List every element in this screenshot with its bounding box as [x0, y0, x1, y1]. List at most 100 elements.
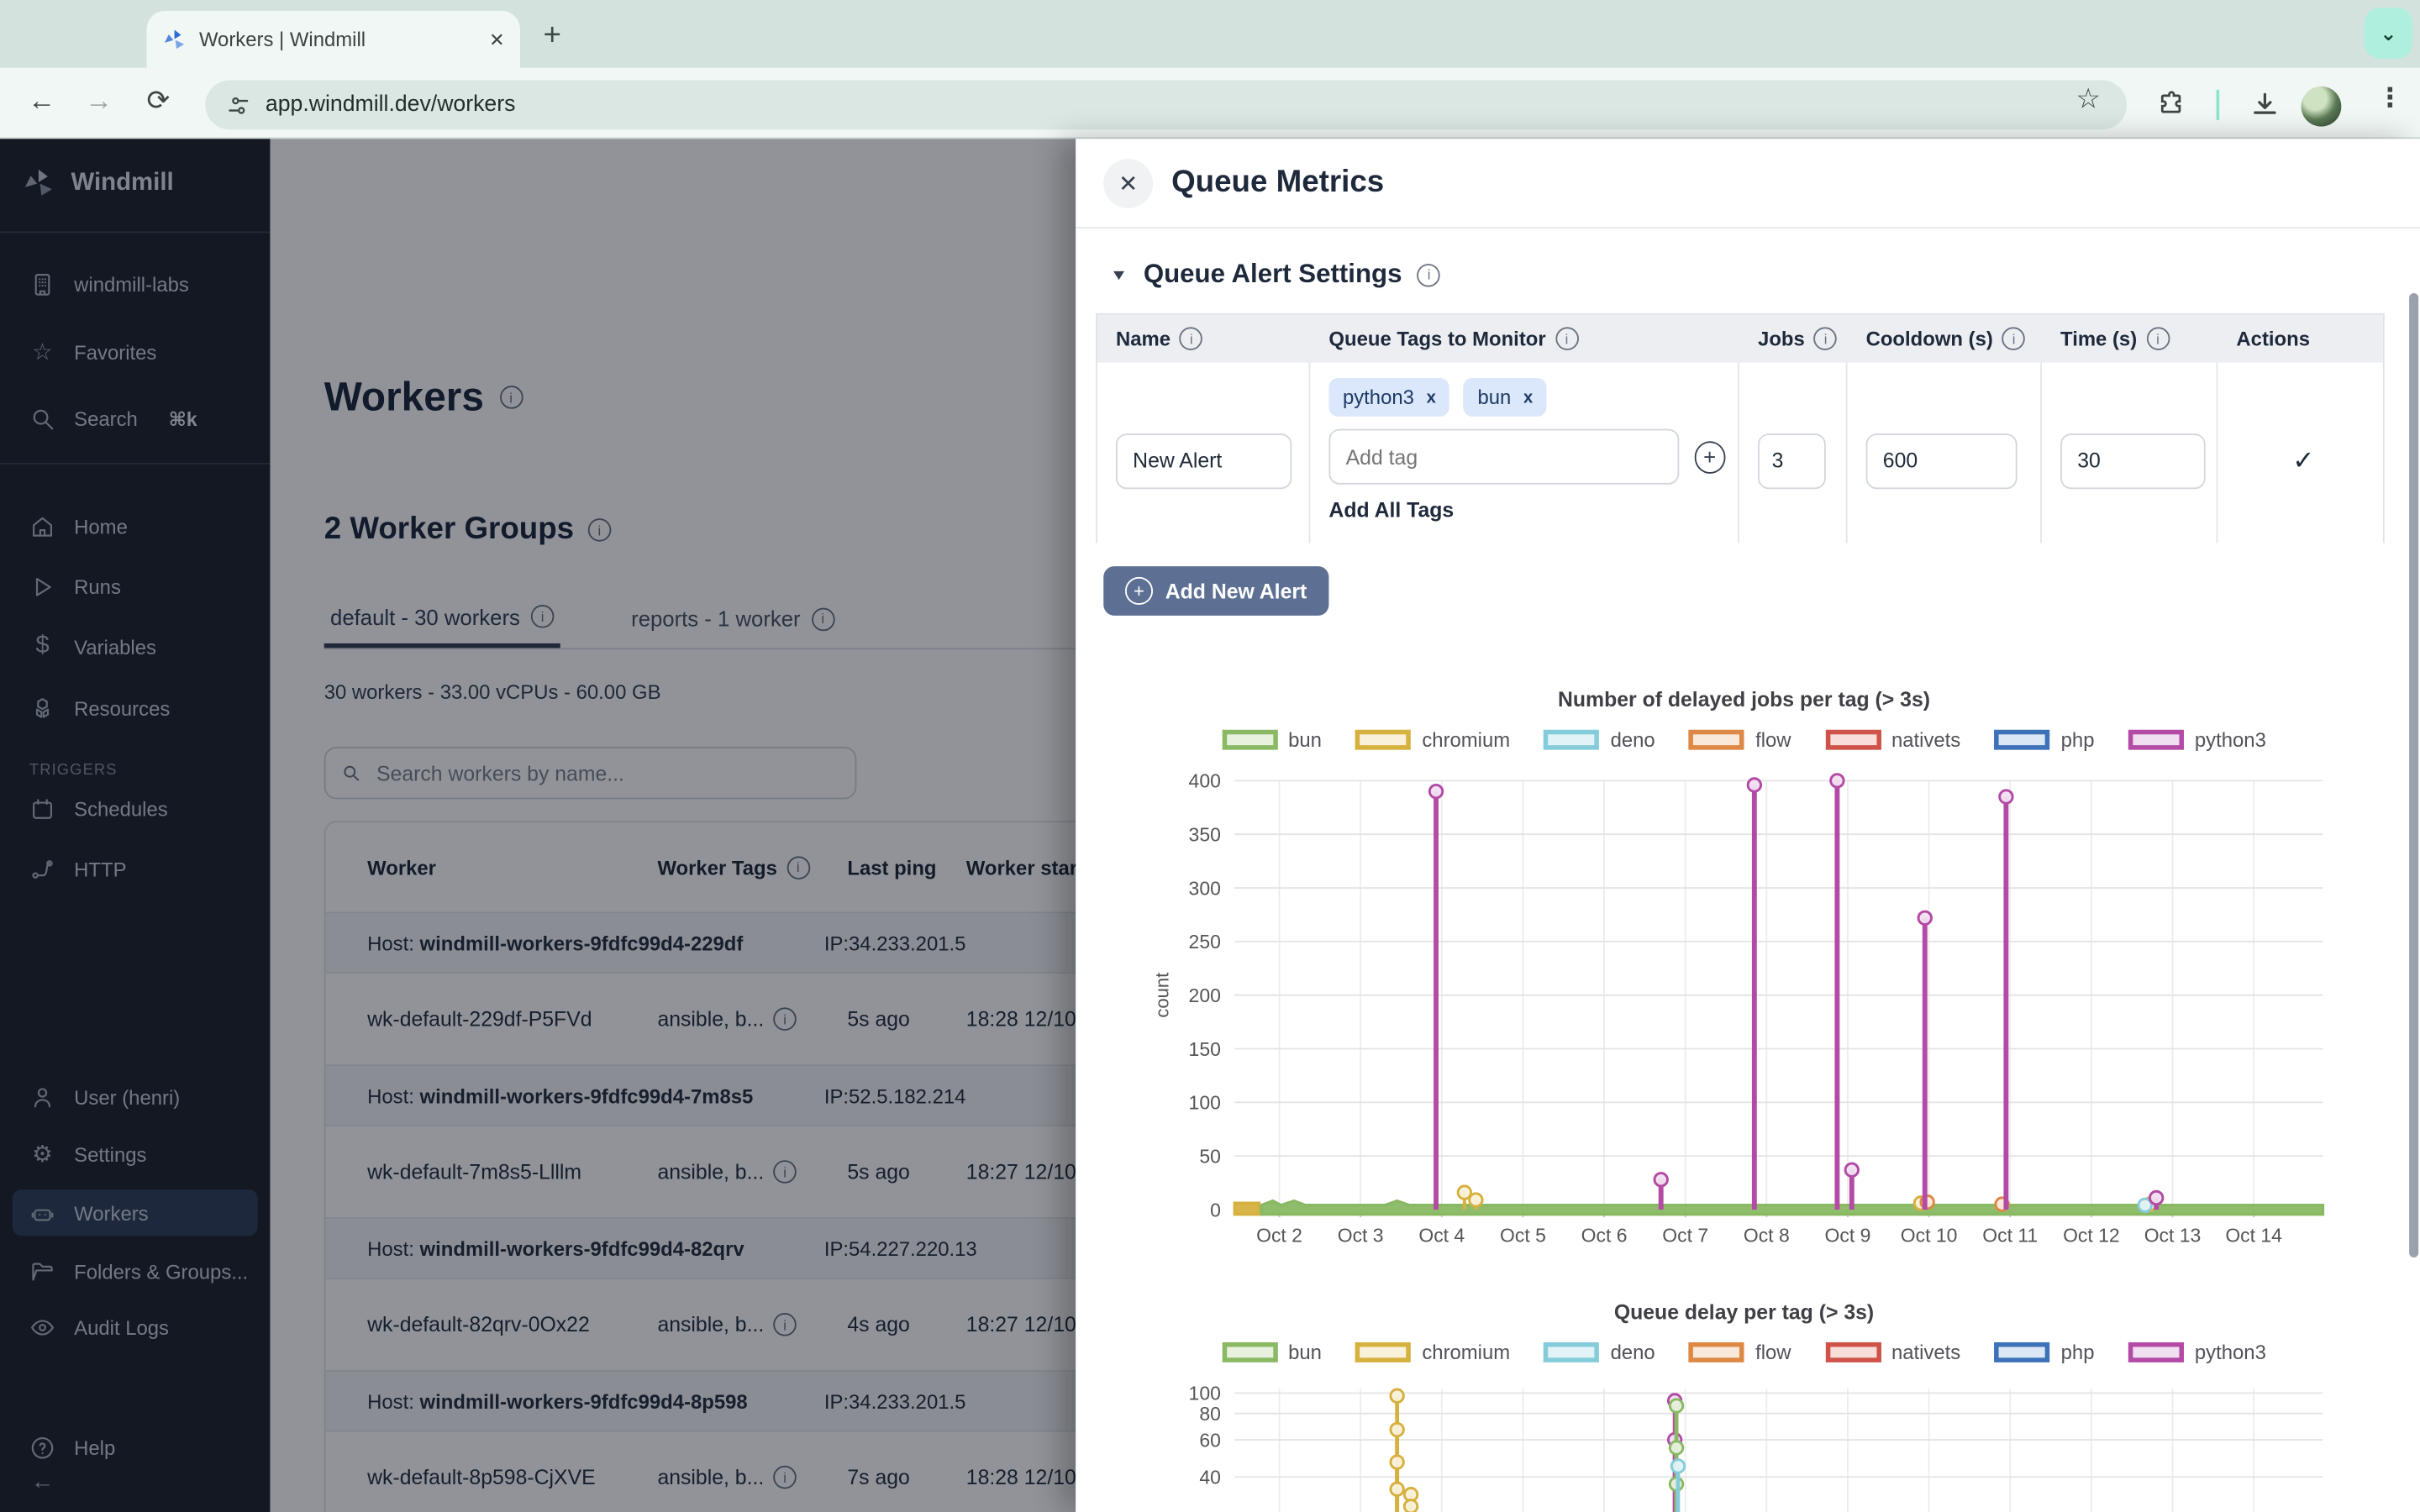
profile-avatar[interactable] — [2301, 86, 2342, 127]
sidebar-item-variables[interactable]: $ Variables — [13, 623, 258, 669]
legend-item-python3[interactable]: python3 — [2128, 728, 2266, 751]
browser-menu-icon[interactable]: ⋮ — [2376, 83, 2403, 113]
worker-search-box[interactable] — [324, 746, 857, 800]
legend-item-flow[interactable]: flow — [1689, 1341, 1791, 1364]
sidebar-item-help[interactable]: Help — [13, 1424, 258, 1470]
download-icon[interactable] — [2250, 90, 2280, 119]
info-icon[interactable]: i — [773, 1160, 797, 1184]
sidebar-item-runs[interactable]: Runs — [13, 563, 258, 609]
legend-item-flow[interactable]: flow — [1689, 728, 1791, 751]
tab-default-group[interactable]: default - 30 workers i — [324, 596, 560, 648]
sidebar-item-label: Folders & Groups... — [74, 1259, 249, 1284]
drawer-scrollbar[interactable] — [2409, 292, 2419, 1257]
sidebar-item-resources[interactable]: Resources — [13, 685, 258, 732]
confirm-alert-icon[interactable]: ✓ — [2292, 444, 2315, 475]
monitored-tags: python3 x bun x — [1328, 377, 1725, 417]
sidebar-item-label: Search — [74, 406, 138, 430]
extensions-puzzle-icon[interactable] — [2158, 91, 2186, 118]
sidebar-item-favorites[interactable]: ☆ Favorites — [13, 328, 258, 375]
collapse-sidebar-icon[interactable]: ← — [30, 1468, 55, 1495]
drawer-backdrop[interactable] — [0, 139, 1076, 1512]
legend-item-bun[interactable]: bun — [1222, 1341, 1322, 1364]
tag-pill-python3[interactable]: python3 x — [1328, 377, 1450, 417]
sidebar-item-label: User (henri) — [74, 1085, 181, 1109]
sidebar-item-schedules[interactable]: Schedules — [13, 785, 258, 832]
worker-groups-title: 2 Worker Groups i — [324, 512, 612, 548]
info-icon[interactable]: i — [587, 518, 612, 542]
sidebar-item-http[interactable]: HTTP — [13, 846, 258, 892]
worker-search-input[interactable] — [373, 759, 840, 786]
bookmark-star-icon[interactable]: ☆ — [2075, 83, 2102, 114]
cooldown-input[interactable] — [1865, 433, 2018, 489]
browser-tab[interactable]: Workers | Windmill ✕ — [146, 10, 520, 68]
legend-item-php[interactable]: php — [1994, 1341, 2095, 1364]
info-icon[interactable]: i — [499, 386, 523, 409]
alert-name-input[interactable] — [1115, 433, 1292, 489]
legend-item-bun[interactable]: bun — [1222, 728, 1322, 751]
svg-text:Oct 14: Oct 14 — [2225, 1225, 2282, 1247]
sidebar-item-audit-logs[interactable]: Audit Logs — [13, 1304, 258, 1350]
chart1-title: Number of delayed jobs per tag (> 3s) — [1558, 688, 1931, 711]
add-all-tags-button[interactable]: Add All Tags — [1328, 498, 1455, 522]
forward-icon[interactable]: → — [85, 85, 113, 116]
sidebar-item-label: Variables — [74, 634, 156, 659]
sidebar-item-workspace[interactable]: windmill-labs — [13, 260, 258, 307]
legend-item-deno[interactable]: deno — [1544, 1341, 1655, 1364]
col-worker-start: Worker star — [965, 855, 1078, 879]
back-icon[interactable]: ← — [28, 85, 56, 116]
svg-text:Oct 10: Oct 10 — [1901, 1225, 1958, 1247]
sidebar-item-search[interactable]: Search ⌘k — [13, 395, 258, 441]
sidebar-item-label: Schedules — [74, 796, 168, 821]
tab-search-caret-button[interactable]: ⌄ — [2364, 8, 2412, 59]
legend-item-chromium[interactable]: chromium — [1355, 1341, 1510, 1364]
sidebar-item-user[interactable]: User (henri) — [13, 1074, 258, 1120]
add-new-alert-button[interactable]: + Add New Alert — [1103, 566, 1328, 616]
sidebar-item-settings[interactable]: ⚙ Settings — [13, 1131, 258, 1177]
legend-swatch — [1544, 729, 1600, 750]
windmill-brand[interactable]: Windmill — [22, 166, 174, 200]
svg-text:count: count — [1151, 973, 1172, 1018]
sidebar-item-folders[interactable]: Folders & Groups... — [13, 1248, 258, 1294]
close-drawer-button[interactable]: ✕ — [1103, 158, 1154, 208]
sidebar-item-workers[interactable]: Workers — [12, 1189, 258, 1236]
site-settings-icon[interactable] — [227, 93, 250, 117]
add-tag-plus-icon[interactable]: + — [1693, 440, 1726, 473]
legend-item-php[interactable]: php — [1994, 728, 2095, 751]
chevron-down-icon: ⌄ — [2380, 20, 2397, 45]
page-title: Workers i — [324, 373, 523, 421]
legend-item-python3[interactable]: python3 — [2128, 1341, 2266, 1364]
address-bar[interactable]: app.windmill.dev/workers — [205, 80, 2128, 130]
legend-item-nativets[interactable]: nativets — [1824, 728, 1960, 751]
table-row-worker[interactable]: wk-default-229df-P5FVd ansible, b... i 5s… — [325, 974, 2023, 1067]
sidebar-item-home[interactable]: Home — [13, 503, 258, 549]
legend-item-deno[interactable]: deno — [1544, 728, 1655, 751]
help-icon — [29, 1434, 55, 1460]
search-shortcut: ⌘k — [168, 407, 197, 430]
reload-icon[interactable]: ⟳ — [146, 85, 171, 116]
tab-close-icon[interactable]: ✕ — [489, 28, 505, 50]
info-icon[interactable]: i — [773, 1007, 797, 1031]
time-input[interactable] — [2060, 433, 2206, 489]
remove-tag-icon[interactable]: x — [1426, 387, 1436, 407]
table-row-worker[interactable]: wk-default-8p598-CjXVE ansible, b... i 7s… — [326, 1431, 2023, 1512]
add-tag-input[interactable] — [1328, 428, 1679, 485]
info-icon[interactable]: i — [773, 1313, 797, 1336]
route-icon — [29, 855, 55, 881]
calendar-icon — [29, 795, 55, 822]
svg-text:50: 50 — [1199, 1145, 1221, 1167]
info-icon[interactable]: i — [773, 1465, 797, 1489]
info-icon: i — [811, 606, 835, 631]
col-worker-tags: Worker Tags i — [657, 855, 847, 879]
legend-swatch — [1544, 1341, 1600, 1362]
tab-reports-group[interactable]: reports - 1 worker i — [625, 596, 841, 648]
legend-swatch — [1994, 1341, 2050, 1362]
info-icon[interactable]: i — [1417, 263, 1441, 286]
remove-tag-icon[interactable]: x — [1523, 387, 1534, 407]
tag-pill-bun[interactable]: bun x — [1463, 377, 1547, 417]
new-tab-button[interactable]: + — [543, 18, 561, 53]
col-queue-tags: Queue Tags to Monitor i — [1310, 315, 1739, 363]
legend-item-nativets[interactable]: nativets — [1824, 1341, 1960, 1364]
jobs-input[interactable] — [1758, 433, 1826, 489]
legend-item-chromium[interactable]: chromium — [1355, 728, 1510, 751]
queue-alert-settings-header[interactable]: ▼ Queue Alert Settings i — [1110, 260, 1441, 291]
